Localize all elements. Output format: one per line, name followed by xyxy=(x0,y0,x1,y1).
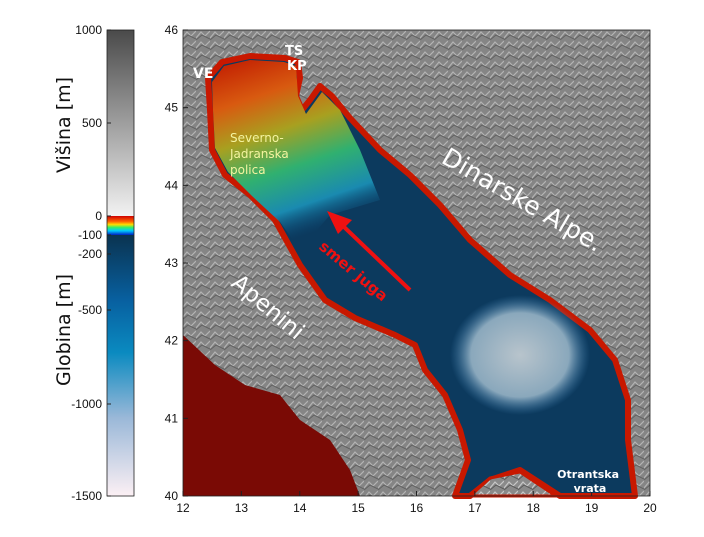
y-tick-label: 44 xyxy=(165,178,179,192)
x-tick-label: 18 xyxy=(527,501,541,515)
colorbar-tick-label: -1000 xyxy=(71,397,102,411)
colorbar-label-depth: Globina [m] xyxy=(53,274,75,386)
x-tick-label: 17 xyxy=(468,501,482,515)
x-tick-label: 14 xyxy=(293,501,307,515)
colorbar-tick-label: -200 xyxy=(78,247,102,261)
colorbar-shallow-segment xyxy=(107,216,134,235)
colorbar: 1000 500 0 -100 -200 -500 -1000 -1500 Višina [m… xyxy=(53,23,135,503)
y-tick-label: 46 xyxy=(165,23,179,37)
northern-shelf xyxy=(212,60,380,250)
colorbar-land-segment xyxy=(107,30,134,216)
x-tick-label: 19 xyxy=(585,501,599,515)
label-venice: VE xyxy=(193,66,213,82)
y-tick-label: 42 xyxy=(165,334,179,348)
colorbar-tick-label: -100 xyxy=(78,228,102,242)
tyrrhenian-sea xyxy=(183,335,360,496)
wind-direction-arrow xyxy=(327,211,412,292)
label-trieste: TS xyxy=(285,44,303,59)
y-tick-label: 43 xyxy=(165,256,179,270)
colorbar-tick-label: -500 xyxy=(78,303,102,317)
x-tick-label: 13 xyxy=(235,501,249,515)
label-shelf: Severno- Jadranska polica xyxy=(229,131,293,177)
x-tick-label: 12 xyxy=(176,501,190,515)
colorbar-tick-label: 1000 xyxy=(75,23,102,37)
label-otranto: Otrantska vrata xyxy=(557,468,623,495)
x-tick-label: 15 xyxy=(351,501,365,515)
colorbar-label-height: Višina [m] xyxy=(53,77,75,173)
colorbar-tick-label: 500 xyxy=(82,116,102,130)
x-tick-label: 20 xyxy=(643,501,657,515)
colorbar-tick-label: -1500 xyxy=(71,489,102,503)
x-tick-label: 16 xyxy=(410,501,424,515)
y-tick-label: 45 xyxy=(165,101,179,115)
south-adriatic-pit xyxy=(450,295,590,415)
map-panel: 12 13 14 15 16 17 18 19 20 46 45 44 43 42 41 40 VE TS K… xyxy=(165,23,657,515)
y-tick-label: 41 xyxy=(165,411,179,425)
arrow-head-icon xyxy=(327,211,352,234)
colorbar-deep-segment xyxy=(107,235,134,496)
y-tick-label: 40 xyxy=(165,489,179,503)
colorbar-tick-label: 0 xyxy=(95,209,102,223)
label-koper: KP xyxy=(287,59,307,74)
